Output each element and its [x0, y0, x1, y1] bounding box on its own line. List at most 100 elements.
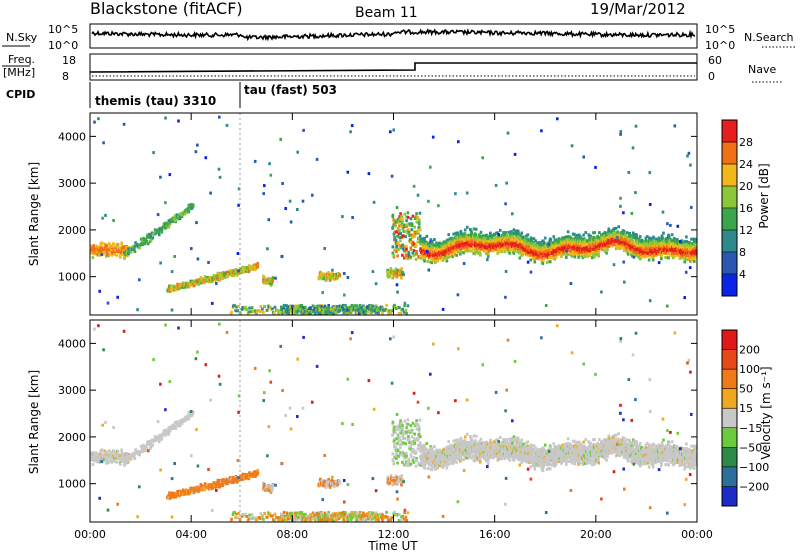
power-cell — [407, 252, 411, 256]
power-cell — [254, 309, 257, 313]
power-cell — [649, 237, 653, 241]
power-cell — [566, 249, 570, 253]
power-cell — [180, 283, 183, 287]
power-cell — [509, 235, 513, 239]
power-cell — [660, 235, 664, 239]
power-cell — [104, 213, 107, 217]
velocity-cell — [185, 415, 188, 419]
power-cell — [449, 238, 453, 242]
power-cell — [404, 255, 408, 259]
power-cell — [429, 253, 432, 257]
power-cell — [428, 245, 432, 249]
power-cell — [336, 276, 339, 280]
power-cell — [416, 215, 420, 219]
power-cell — [99, 244, 103, 248]
power-cell — [628, 244, 632, 248]
power-cell — [478, 251, 482, 254]
power-cell — [101, 216, 104, 220]
power-cell — [459, 229, 463, 233]
power-cell — [412, 249, 416, 253]
power-cell — [618, 239, 621, 243]
power-cell — [297, 309, 300, 313]
power-cell — [115, 253, 119, 257]
power-cell — [328, 307, 331, 311]
velocity-cell — [96, 454, 100, 458]
power-cell — [628, 249, 632, 253]
power-cell — [597, 252, 600, 255]
power-cell — [676, 251, 680, 255]
power-cell — [404, 235, 407, 239]
power-cell — [399, 268, 402, 272]
power-cell — [97, 250, 101, 254]
power-cell — [479, 230, 483, 234]
power-cell — [106, 247, 110, 251]
power-cell — [237, 203, 240, 207]
power-cell — [119, 246, 122, 250]
power-cell — [256, 265, 259, 269]
power-cell — [446, 253, 449, 257]
power-cell — [468, 247, 472, 251]
power-cell — [120, 244, 124, 248]
power-cell — [392, 221, 396, 225]
power-cell — [541, 262, 545, 266]
power-cell — [525, 244, 529, 248]
velocity-cell — [126, 456, 129, 460]
power-cell — [106, 253, 109, 257]
power-cell — [593, 251, 596, 254]
power-cell — [642, 251, 646, 255]
power-cell — [637, 251, 640, 255]
power-cell — [568, 235, 572, 239]
power-cell — [505, 248, 508, 252]
power-cell — [463, 243, 466, 247]
velocity-cell — [93, 454, 97, 458]
power-cell — [635, 235, 638, 239]
power-cell — [138, 278, 141, 282]
power-cell — [102, 141, 105, 145]
power-cell — [687, 151, 691, 155]
power-cell — [396, 241, 399, 245]
power-cell — [236, 309, 239, 313]
power-x-ticks — [89, 113, 698, 315]
power-cell — [431, 258, 435, 262]
power-cell — [493, 233, 497, 237]
power-cell — [444, 253, 447, 257]
power-cell — [496, 251, 499, 255]
power-cell — [605, 240, 608, 244]
power-cell — [517, 232, 520, 235]
power-cell — [393, 303, 396, 307]
power-cell — [419, 228, 422, 232]
power-cell — [218, 115, 221, 119]
power-cell — [427, 256, 431, 260]
power-cell — [429, 257, 433, 261]
power-cell — [331, 268, 334, 272]
power-cell — [409, 238, 412, 241]
power-cell — [371, 308, 374, 312]
power-cell — [160, 227, 164, 231]
colorbar-tick-label: 28 — [739, 136, 753, 149]
power-cell — [522, 235, 525, 239]
power-cell — [438, 257, 441, 261]
power-cell — [426, 249, 429, 253]
power-cell — [505, 242, 508, 245]
power-cell — [180, 215, 184, 219]
velocity-cell — [141, 450, 145, 453]
power-cell — [170, 308, 174, 312]
power-cell — [433, 258, 437, 262]
power-cell — [634, 253, 638, 257]
power-cell — [514, 237, 518, 241]
power-cell — [149, 234, 152, 238]
power-cell — [678, 256, 682, 260]
power-cell — [526, 233, 530, 237]
power-cell — [190, 247, 193, 251]
colorbar-tick-label: 8 — [739, 246, 746, 259]
power-cell — [664, 251, 668, 255]
velocity-cell — [115, 460, 119, 464]
power-cell — [694, 247, 697, 251]
power-cell — [689, 249, 692, 253]
velocity-cell — [133, 457, 137, 461]
power-cell — [692, 251, 696, 255]
power-cell — [577, 255, 580, 259]
power-cell — [571, 239, 575, 243]
power-cell — [178, 215, 182, 219]
velocity-cell — [173, 421, 177, 425]
